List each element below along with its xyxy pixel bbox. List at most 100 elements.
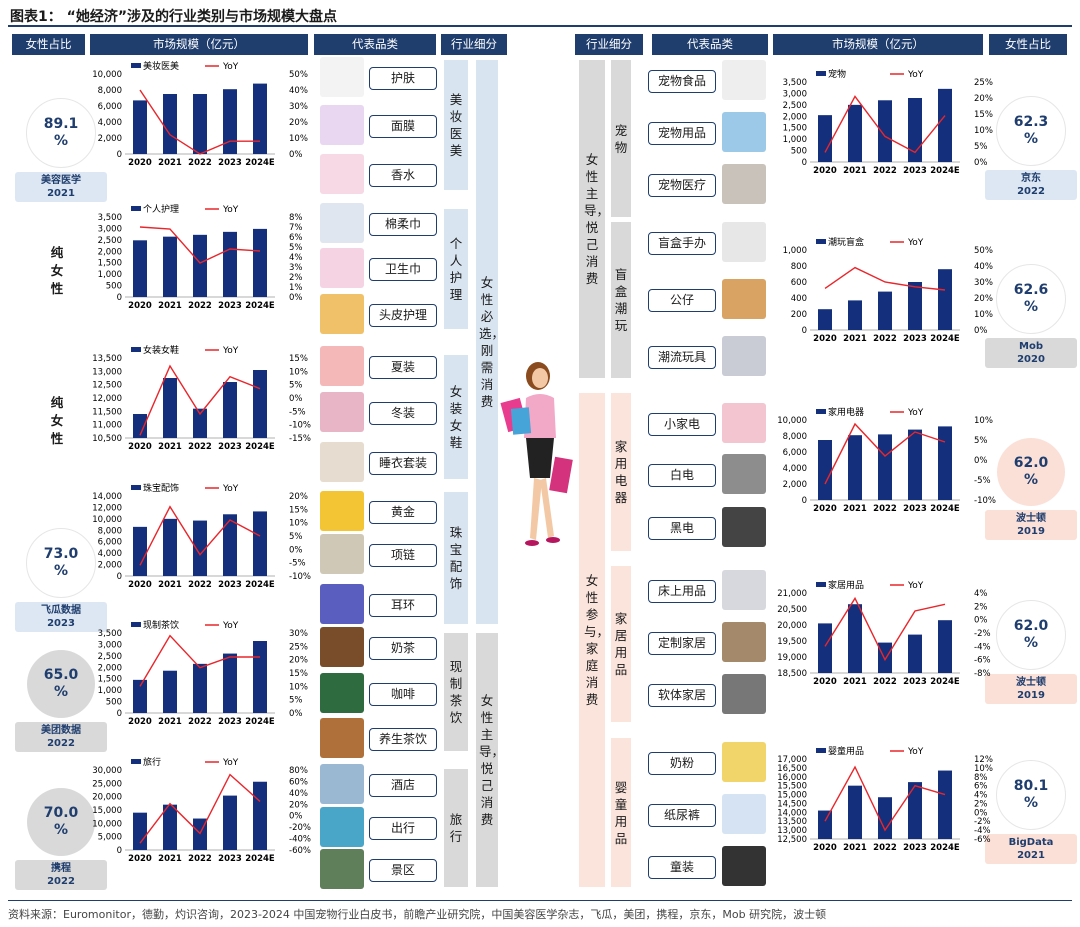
x-tick-label: 2021 — [158, 442, 182, 452]
y2-tick-label: 5% — [289, 381, 303, 391]
bar — [253, 781, 267, 850]
y2-tick-label: 30% — [289, 102, 308, 112]
share-source: BigData 2021 — [985, 834, 1077, 864]
y-tick-label: 19,000 — [777, 653, 807, 663]
legend-label-yoy: YoY — [222, 621, 239, 631]
bar — [818, 115, 832, 162]
category-item: 纸尿裤 — [648, 804, 716, 827]
category-item: 黑电 — [648, 517, 716, 540]
y2-tick-label: 20% — [289, 118, 308, 128]
y-tick-label: 200 — [791, 310, 807, 320]
header-segment-left: 行业细分 — [441, 34, 507, 55]
bar — [848, 104, 862, 162]
y2-tick-label: 8% — [974, 773, 988, 783]
y2-tick-label: 0% — [289, 812, 303, 822]
x-tick-label: 2021 — [158, 717, 182, 727]
y-tick-label: 4,000 — [98, 118, 122, 128]
y-tick-label: 1,000 — [783, 246, 807, 256]
y2-tick-label: 30% — [974, 278, 993, 288]
x-tick-label: 2023 — [218, 158, 242, 168]
segment-label: 盲盒潮玩 — [614, 267, 628, 333]
category-item: 盲盒手办 — [648, 232, 716, 255]
category-item: 景区 — [369, 859, 437, 882]
category-item: 护肤 — [369, 67, 437, 90]
category-item: 床上用品 — [648, 580, 716, 603]
bar — [163, 94, 177, 154]
y-tick-label: 1,000 — [98, 270, 122, 280]
bar — [818, 623, 832, 673]
x-tick-label: 2021 — [843, 504, 867, 514]
legend-swatch-bar — [816, 239, 826, 244]
product-thumbnail — [320, 849, 364, 889]
y-tick-label: 2,500 — [98, 236, 122, 246]
y2-tick-label: 7% — [289, 223, 303, 233]
y-tick-label: 13,000 — [777, 826, 807, 836]
y2-tick-label: 10% — [974, 126, 993, 136]
segment-label: 现制茶饮 — [449, 659, 463, 725]
y2-tick-label: 6% — [289, 233, 303, 243]
bar — [133, 240, 147, 297]
legend-label-yoy: YoY — [222, 484, 239, 494]
bar — [938, 88, 952, 162]
share-value: 89.1 % — [43, 116, 79, 149]
y-tick-label: 4,000 — [98, 549, 122, 559]
source-note: 资料来源：Euromonitor，德勤，灼识咨询，2023-2024 中国宠物行… — [8, 908, 827, 921]
group-label: 女性必选，刚需消费 — [479, 275, 505, 409]
bar — [193, 520, 207, 576]
bar — [193, 663, 207, 713]
y2-tick-label: 10% — [289, 367, 308, 377]
y-tick-label: 15,500 — [777, 782, 807, 792]
y2-tick-label: 0% — [289, 150, 303, 160]
y-tick-label: 13,500 — [92, 354, 122, 364]
group-label: 女性主导，悦己消费 — [584, 152, 610, 286]
y2-tick-label: 15% — [289, 354, 308, 364]
legend-label-yoy: YoY — [222, 758, 239, 768]
x-tick-label: 2022 — [873, 843, 897, 853]
category-item: 定制家居 — [648, 632, 716, 655]
x-tick-label: 2020 — [813, 504, 837, 514]
bar — [908, 282, 922, 330]
bar — [848, 785, 862, 839]
x-tick-label: 2024E — [245, 580, 275, 590]
segment-jewelry: 珠宝配饰 — [444, 492, 468, 624]
product-thumbnail — [320, 248, 364, 288]
category-item: 耳环 — [369, 594, 437, 617]
stat-appliances: 62.0 % 波士顿 2019 — [985, 438, 1077, 540]
segment-baby: 婴童用品 — [611, 738, 631, 887]
share-source: 飞瓜数据 2023 — [15, 602, 107, 632]
segment-label: 家用电器 — [614, 439, 628, 505]
bar — [253, 370, 267, 438]
share-value: 62.3 % — [1013, 114, 1049, 147]
category-item: 面膜 — [369, 115, 437, 138]
y2-tick-label: -40% — [289, 835, 311, 845]
y-tick-label: 1,500 — [98, 259, 122, 269]
y-tick-label: 14,000 — [777, 808, 807, 818]
product-thumbnail — [320, 673, 364, 713]
share-source: 波士顿 2019 — [985, 674, 1077, 704]
stat-womenswear: 纯 女 性 — [50, 395, 64, 446]
y2-tick-label: 60% — [289, 777, 308, 787]
share-value: 62.0 % — [1013, 455, 1049, 488]
chart-pets: 宠物 YoY 0 500 1,000 1,500 2,000 2,500 3,000 3,500 0… — [770, 68, 1020, 208]
y2-tick-label: 10% — [289, 134, 308, 144]
y-tick-label: 500 — [106, 282, 122, 292]
legend-label-yoy: YoY — [907, 408, 924, 418]
yoy-line — [824, 765, 946, 832]
y2-tick-label: 50% — [974, 246, 993, 256]
bar — [223, 89, 237, 154]
bar — [878, 642, 892, 673]
y-tick-label: 0 — [117, 293, 122, 303]
y-tick-label: 3,500 — [783, 78, 807, 88]
bar — [223, 653, 237, 713]
x-tick-label: 2020 — [128, 717, 152, 727]
bar — [133, 526, 147, 576]
legend-label-yoy: YoY — [222, 62, 239, 72]
footer-divider — [8, 900, 1072, 901]
product-thumbnail — [722, 507, 766, 547]
y2-tick-label: 8% — [289, 213, 303, 223]
segment-label: 珠宝配饰 — [449, 525, 463, 591]
y-tick-label: 3,000 — [98, 640, 122, 650]
segment-label: 女装女鞋 — [449, 384, 463, 450]
bar — [133, 414, 147, 438]
group-left-essential: 女性必选，刚需消费 — [476, 60, 505, 624]
